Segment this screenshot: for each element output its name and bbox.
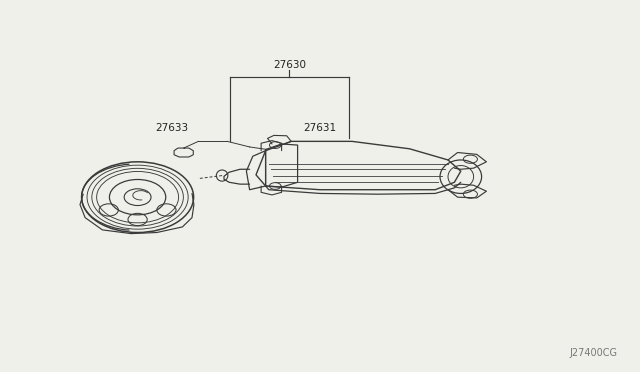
Text: 27631: 27631	[303, 124, 337, 133]
Text: 27633: 27633	[155, 124, 188, 133]
Text: 27630: 27630	[273, 60, 306, 70]
Text: J27400CG: J27400CG	[570, 348, 618, 358]
